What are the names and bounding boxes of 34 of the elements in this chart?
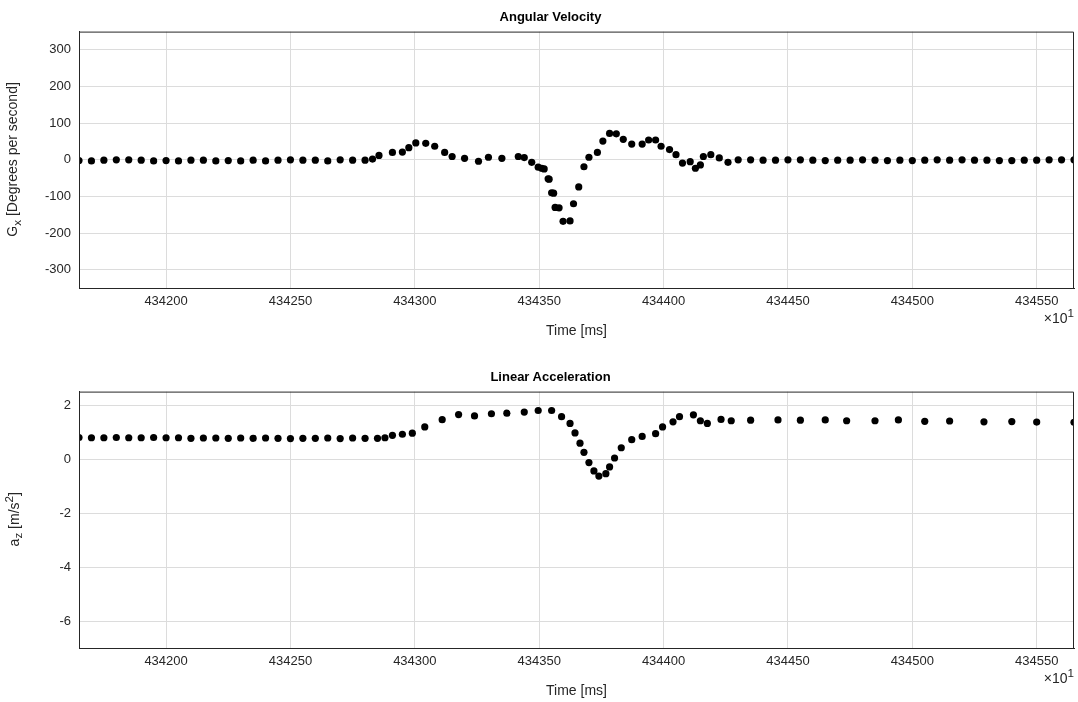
y-tick-label: -300 [44, 261, 71, 277]
x-tick-label: 434350 [517, 653, 561, 669]
y-tick-label: -4 [59, 558, 71, 574]
chart-title: Angular Velocity [499, 9, 603, 25]
x-axis-title: Time [ms] [546, 322, 607, 339]
y-tick-label: 2 [63, 396, 71, 412]
y-tick-label: -6 [59, 612, 71, 628]
y-tick-label: -200 [44, 224, 71, 240]
x-tick-label: 434300 [393, 293, 437, 309]
x-tick-label: 434250 [268, 293, 313, 309]
y-tick-label: 0 [63, 450, 71, 466]
x-tick-label: 434400 [641, 293, 686, 309]
y-tick-label: 300 [49, 41, 71, 57]
y-tick-label: 200 [49, 78, 71, 94]
text: ×10$^{1}$ [1043, 306, 1074, 326]
x-tick-label: 434550 [1014, 293, 1059, 309]
y-tick-label: 100 [49, 114, 71, 130]
x-tick-label: 434200 [144, 653, 188, 669]
x-tick-label: 434350 [517, 293, 561, 309]
x-tick-label: 434400 [641, 653, 686, 669]
x-tick-label: 434200 [144, 293, 188, 309]
x-tick-label: 434500 [890, 653, 935, 669]
x-tick-label: 434450 [766, 293, 810, 309]
chart-title: Linear Acceleration [490, 369, 611, 385]
y-tick-label: -100 [44, 188, 71, 204]
x-tick-label: 434550 [1014, 653, 1059, 669]
x-tick-label: 434500 [890, 293, 935, 309]
x-tick-label: 434250 [268, 653, 313, 669]
y-tick-label: -2 [59, 504, 71, 520]
x-tick-label: 434300 [393, 653, 437, 669]
x-axis-title: Time [ms] [546, 682, 607, 699]
text: ×10$^{1}$ [1043, 666, 1074, 686]
x-tick-label: 434450 [766, 653, 810, 669]
y-tick-label: 0 [63, 151, 71, 167]
